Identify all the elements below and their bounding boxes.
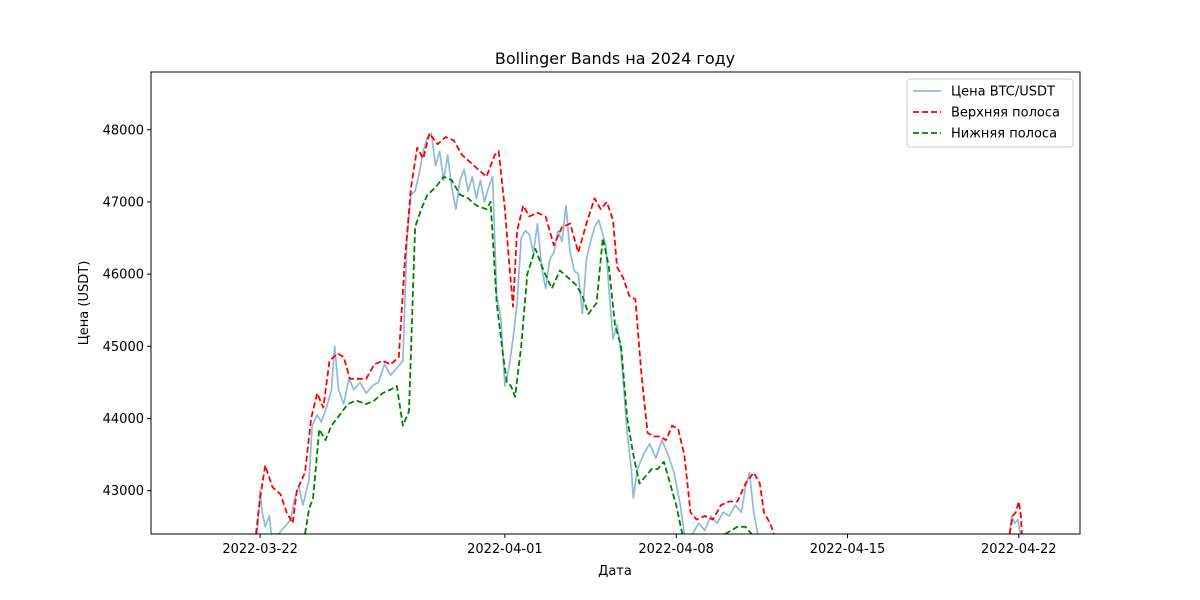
x-axis: 2022-03-22 2022-04-01 2022-04-08 2022-04-15… xyxy=(222,534,1057,557)
lower-band-line-legend-label: Нижняя полоса xyxy=(951,127,1057,142)
legend-box xyxy=(906,78,1074,148)
x-axis-label: Дата xyxy=(598,564,632,579)
y-axis-label: Цена (USDT) xyxy=(77,261,92,346)
x-tick-label-2022-04-22: 2022-04-22 xyxy=(981,542,1057,557)
x-tick-label-2022-04-15: 2022-04-15 xyxy=(810,542,886,557)
y-tick-label-48000: 48000 xyxy=(103,123,144,138)
legend: Цена BTC/USDT Верхняя полоса Нижняя полоса xyxy=(906,78,1074,148)
price-line-legend-label: Цена BTC/USDT xyxy=(951,85,1055,100)
lower-band-line-segment-2 xyxy=(724,525,753,534)
series-layer xyxy=(255,132,1023,534)
x-tick-label-2022-03-22: 2022-03-22 xyxy=(222,542,298,557)
y-tick-label-43000: 43000 xyxy=(103,484,144,499)
y-tick-label-46000: 46000 xyxy=(103,268,144,283)
y-tick-label-47000: 47000 xyxy=(103,195,144,210)
chart-title: Bollinger Bands на 2024 году xyxy=(495,49,735,68)
price-line-segment-1 xyxy=(256,132,686,534)
y-tick-label-45000: 45000 xyxy=(103,340,144,355)
plot-frame xyxy=(150,71,1081,535)
y-axis: 43000 44000 45000 46000 47000 48000 xyxy=(103,123,151,499)
upper-band-line-segment-1 xyxy=(255,132,775,534)
upper-band-line-legend-label: Верхняя полоса xyxy=(951,106,1060,121)
x-tick-label-2022-04-08: 2022-04-08 xyxy=(638,542,714,557)
y-tick-label-44000: 44000 xyxy=(103,412,144,427)
price-line-segment-3 xyxy=(1008,515,1022,534)
lower-band-line-segment-1 xyxy=(304,175,684,534)
upper-band-line-segment-2 xyxy=(1008,500,1023,534)
price-line-segment-2 xyxy=(691,471,759,534)
x-tick-label-2022-04-01: 2022-04-01 xyxy=(467,542,543,557)
